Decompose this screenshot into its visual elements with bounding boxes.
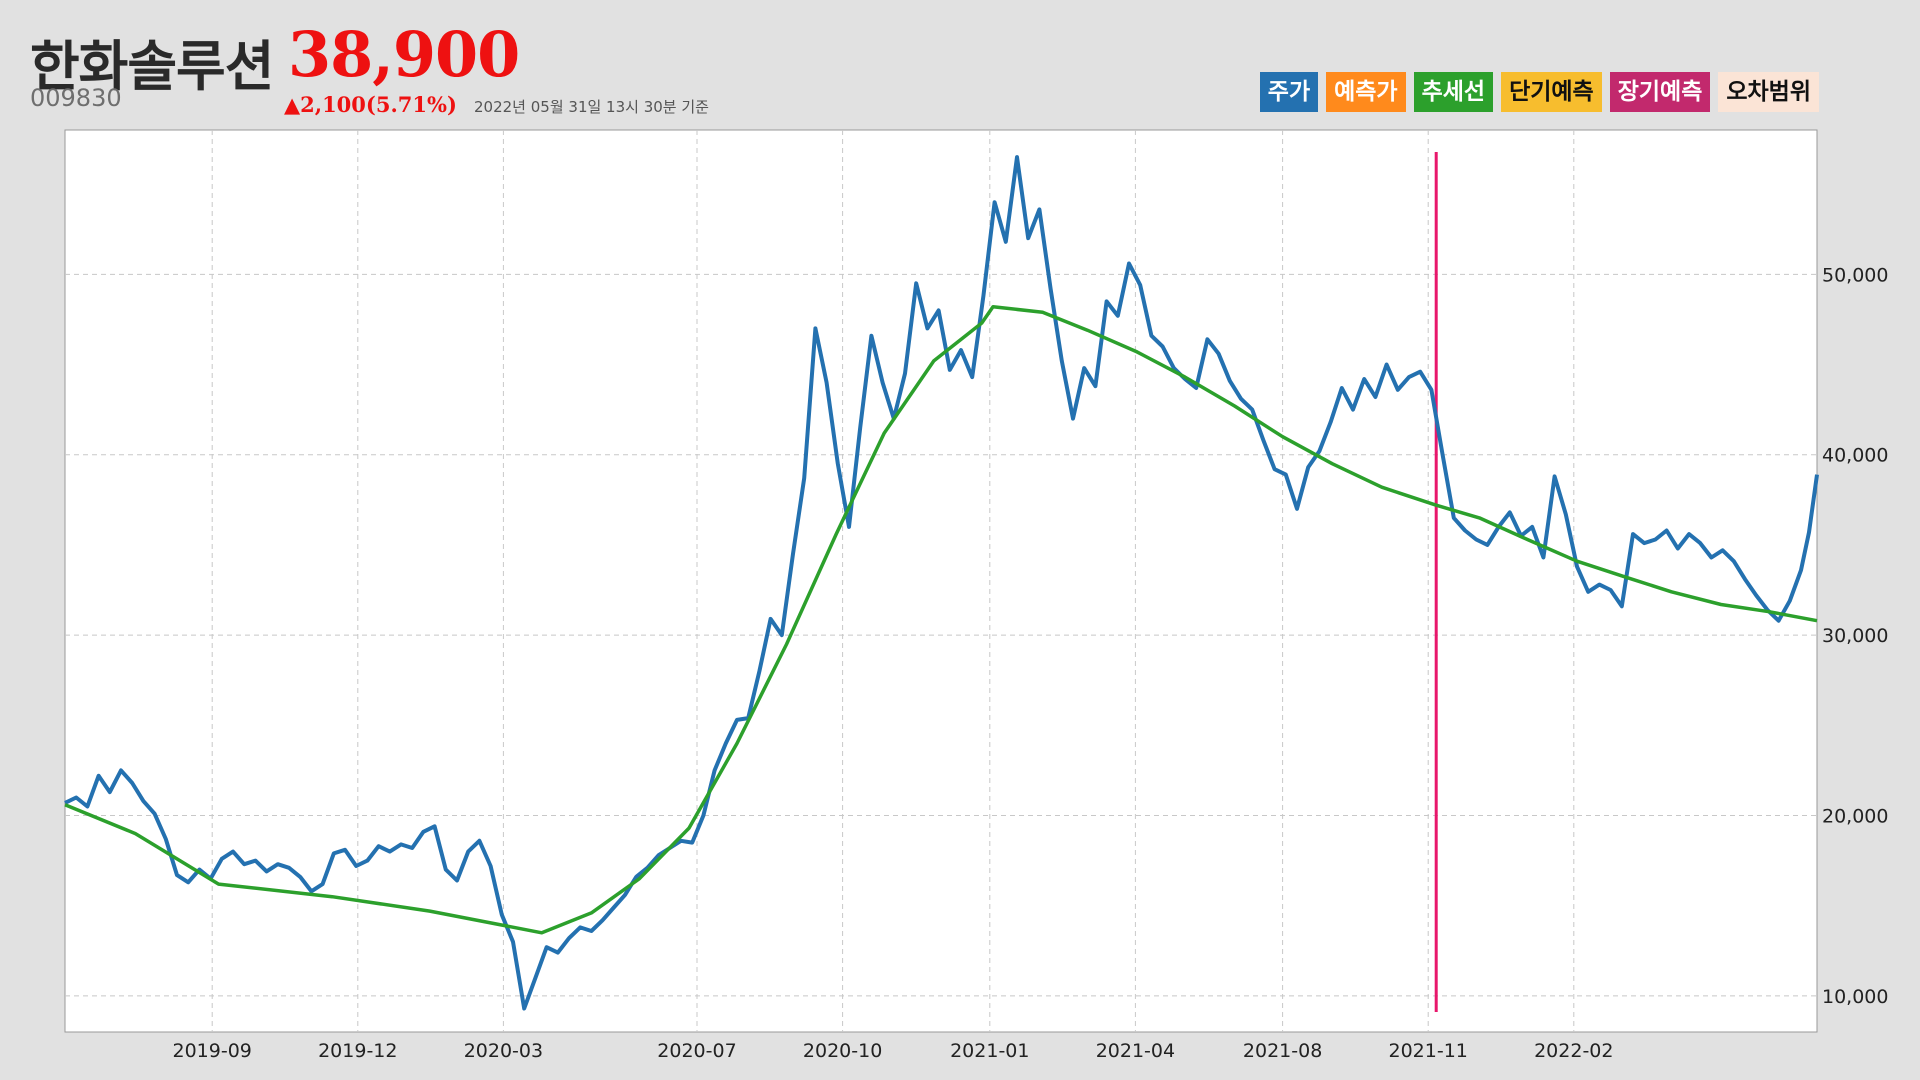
legend-item-short-term-forecast[interactable]: 단기예측	[1501, 72, 1602, 112]
series-line-trend	[64, 305, 1818, 935]
x-tick-label: 2021-04	[1096, 1040, 1175, 1062]
y-tick-label: 10,000	[1822, 986, 1888, 1008]
grid-lines	[65, 130, 1817, 1032]
y-tick-label: 50,000	[1822, 264, 1888, 286]
series-line-price	[64, 155, 1819, 1011]
y-axis: 10,000 20,000 30,000 40,000 50,000	[1822, 264, 1888, 1008]
x-tick-label: 2021-01	[950, 1040, 1029, 1062]
legend-item-long-term-forecast[interactable]: 장기예측	[1609, 72, 1711, 112]
ticker-code: 009830	[30, 84, 122, 112]
x-axis: 2019-09 2019-12 2020-03 2020-07 2020-10 2021-…	[173, 1040, 1614, 1062]
legend-item-error-range[interactable]: 오차범위	[1718, 72, 1819, 112]
x-tick-label: 2020-10	[803, 1040, 882, 1062]
y-tick-label: 20,000	[1822, 806, 1888, 828]
x-tick-label: 2019-09	[173, 1040, 252, 1062]
y-tick-label: 40,000	[1822, 445, 1888, 467]
series-group	[64, 152, 1819, 1012]
price-change: ▲2,100(5.71%)	[284, 92, 457, 117]
y-tick-label: 30,000	[1822, 625, 1888, 647]
plot-area	[64, 129, 1818, 1033]
x-tick-label: 2019-12	[318, 1040, 397, 1062]
legend-item-price[interactable]: 주가	[1259, 72, 1319, 112]
x-tick-label: 2020-07	[657, 1040, 736, 1062]
x-tick-label: 2020-03	[464, 1040, 543, 1062]
legend-item-trendline[interactable]: 추세선	[1413, 72, 1494, 112]
timestamp: 2022년 05월 31일 13시 30분 기준	[474, 98, 709, 116]
legend-item-forecast[interactable]: 예측가	[1326, 72, 1406, 112]
x-tick-label: 2022-02	[1534, 1040, 1613, 1062]
current-price: 38,900	[288, 18, 520, 91]
legend: 주가 예측가 추세선 단기예측 장기예측 오차범위	[1259, 72, 1819, 112]
x-tick-label: 2021-08	[1243, 1040, 1322, 1062]
x-tick-label: 2021-11	[1389, 1040, 1468, 1062]
company-name: 한화솔루션	[30, 35, 274, 98]
